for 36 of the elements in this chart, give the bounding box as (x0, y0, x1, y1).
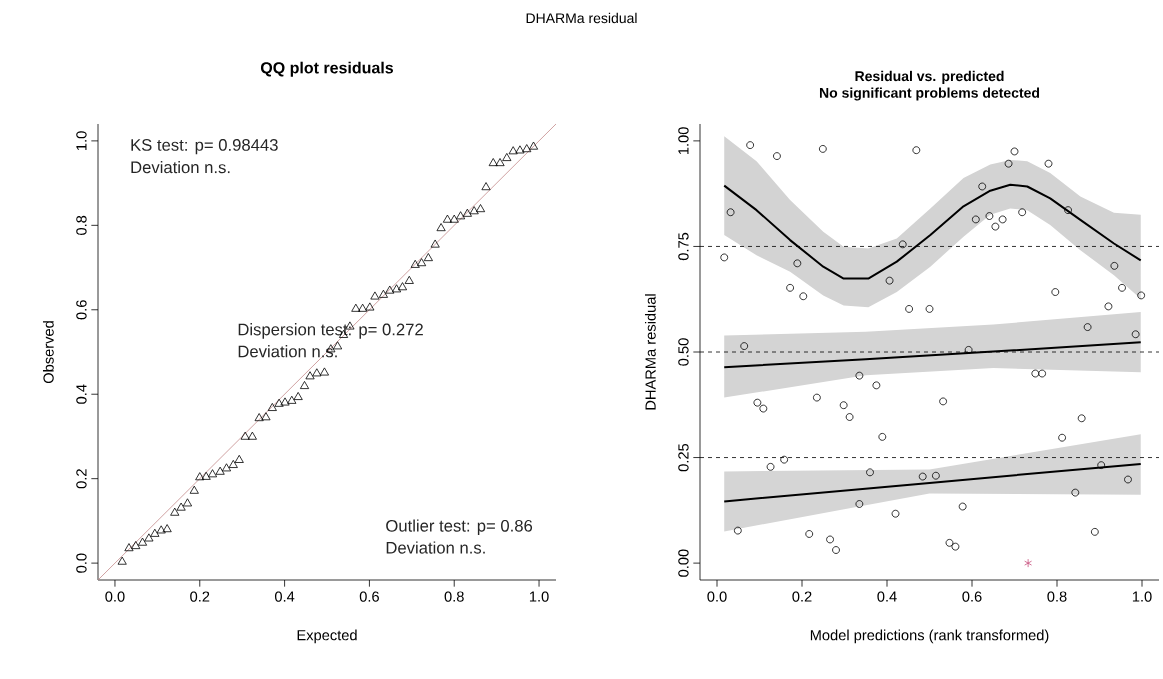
x-tick-label: 0.0 (707, 591, 727, 602)
y-tick-label: 0.8 (76, 215, 87, 235)
x-tick-label: 0.0 (105, 591, 125, 602)
x-tick-label: 1.0 (1132, 591, 1152, 602)
chart-title: Residual vs. predicted (855, 70, 1004, 84)
x-axis-title: Model predictions (rank transformed) (810, 629, 1049, 644)
annotation: KS test: p= 0.98443 (131, 139, 278, 155)
x-tick-label: 0.6 (359, 591, 379, 602)
x-tick-label: 0.8 (444, 591, 464, 602)
y-tick-label: 0.6 (76, 300, 87, 320)
y-tick-label: 1.0 (76, 131, 87, 150)
chart-subtitle: No significant problems detected (819, 87, 1040, 101)
text: DHARMa residual (526, 12, 637, 24)
y-tick-label: 0.25 (678, 443, 689, 472)
annotation: Deviation n.s. (386, 541, 485, 554)
y-tick-label: 0.2 (76, 469, 87, 489)
y-tick-label: 0.75 (678, 232, 689, 261)
x-tick-label: 0.8 (1047, 591, 1067, 602)
x-tick-label: 0.2 (792, 591, 812, 602)
annotation: Deviation n.s. (238, 345, 337, 358)
y-tick-label: 0.00 (678, 549, 689, 577)
annotation: Outlier test: p= 0.86 (386, 519, 533, 535)
x-tick-label: 0.6 (962, 591, 982, 602)
annotation: Deviation n.s. (131, 160, 230, 174)
chart-title: QQ plot residuals (260, 61, 394, 77)
y-tick-label: 1.00 (678, 127, 689, 155)
y-axis-title: DHARMa residual (644, 294, 656, 410)
y-tick-label: 0.0 (76, 553, 87, 573)
x-tick-label: 0.4 (877, 591, 897, 602)
y-tick-label: 0.4 (76, 384, 87, 404)
y-tick-label: 0.50 (678, 338, 689, 366)
x-axis-title: Expected (297, 629, 357, 644)
x-tick-label: 0.4 (274, 591, 295, 602)
x-tick-label: 1.0 (529, 591, 549, 602)
y-axis-title: Observed (42, 321, 54, 384)
x-tick-label: 0.2 (190, 591, 210, 602)
